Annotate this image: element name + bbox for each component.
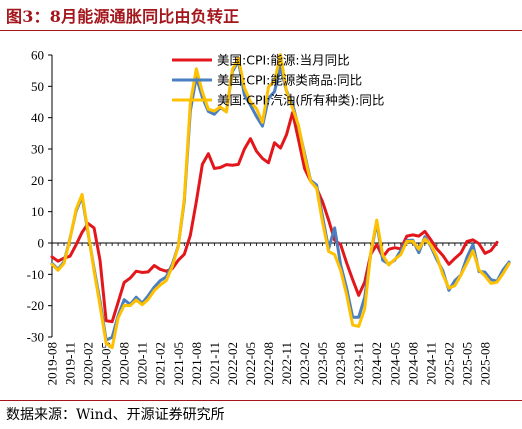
x-tick-label: 2020-05 bbox=[99, 342, 114, 385]
series-layer bbox=[50, 53, 511, 350]
x-tick-label: 2021-05 bbox=[171, 342, 186, 385]
x-tick-label: 2024-08 bbox=[405, 342, 420, 385]
x-tick-label: 2019-08 bbox=[45, 342, 60, 385]
legend-label-1: 美国:CPI:能源:当月同比 bbox=[217, 53, 350, 68]
x-tick-label: 2023-11 bbox=[351, 342, 366, 385]
y-tick-label: -10 bbox=[27, 267, 44, 282]
x-tick-label: 2019-11 bbox=[63, 342, 78, 385]
x-tick-label: 2024-11 bbox=[423, 342, 438, 385]
source-divider bbox=[0, 400, 522, 401]
x-tick-label: 2021-02 bbox=[153, 342, 168, 385]
series-line-1 bbox=[50, 111, 499, 324]
y-tick-label: 0 bbox=[38, 236, 45, 251]
x-tick-label: 2024-02 bbox=[369, 342, 384, 385]
y-tick-label: 50 bbox=[31, 79, 44, 94]
x-axis: 2019-08 2019-11 2020-02 2020-05 2020-08 2020-… bbox=[45, 242, 498, 385]
x-tick-label: 2025-08 bbox=[477, 342, 492, 385]
chart-title: 图3：8月能源通胀同比由负转正 bbox=[6, 7, 240, 26]
y-tick-label: 20 bbox=[31, 173, 44, 188]
x-tick-label: 2020-02 bbox=[81, 342, 96, 385]
y-tick-label: 30 bbox=[31, 142, 44, 157]
y-tick-label: 60 bbox=[31, 48, 44, 63]
legend-label-3: 美国:CPI:汽油(所有种类):同比 bbox=[217, 93, 384, 108]
y-tick-label: 10 bbox=[31, 204, 44, 219]
legend-label-2: 美国:CPI:能源类商品:同比 bbox=[217, 73, 362, 88]
x-tick-label: 2023-08 bbox=[333, 342, 348, 385]
x-tick-label: 2023-05 bbox=[315, 342, 330, 385]
x-tick-label: 2023-02 bbox=[297, 342, 312, 385]
x-tick-label: 2025-02 bbox=[441, 342, 456, 385]
x-tick-label: 2021-11 bbox=[207, 342, 222, 385]
y-tick-label: -30 bbox=[27, 330, 44, 345]
x-tick-label: 2024-05 bbox=[387, 342, 402, 385]
x-tick-label: 2025-05 bbox=[459, 342, 474, 385]
x-tick-label: 2022-02 bbox=[225, 342, 240, 385]
y-tick-label: -20 bbox=[27, 298, 44, 313]
y-axis: -30 -20 -10 0 10 20 30 40 50 60 bbox=[27, 48, 53, 345]
x-tick-label: 2020-08 bbox=[117, 342, 132, 385]
x-tick-label: 2020-11 bbox=[135, 342, 150, 385]
series-line-3 bbox=[50, 53, 511, 350]
x-tick-label: 2022-11 bbox=[279, 342, 294, 385]
x-tick-label: 2022-08 bbox=[261, 342, 276, 385]
x-tick-label: 2021-08 bbox=[189, 342, 204, 385]
x-tick-label: 2022-05 bbox=[243, 342, 258, 385]
legend: 美国:CPI:能源:当月同比美国:CPI:能源类商品:同比美国:CPI:汽油(所… bbox=[172, 53, 384, 108]
y-tick-label: 40 bbox=[31, 110, 44, 125]
title-divider bbox=[0, 30, 522, 31]
source-note: 数据来源：Wind、开源证券研究所 bbox=[6, 407, 225, 423]
